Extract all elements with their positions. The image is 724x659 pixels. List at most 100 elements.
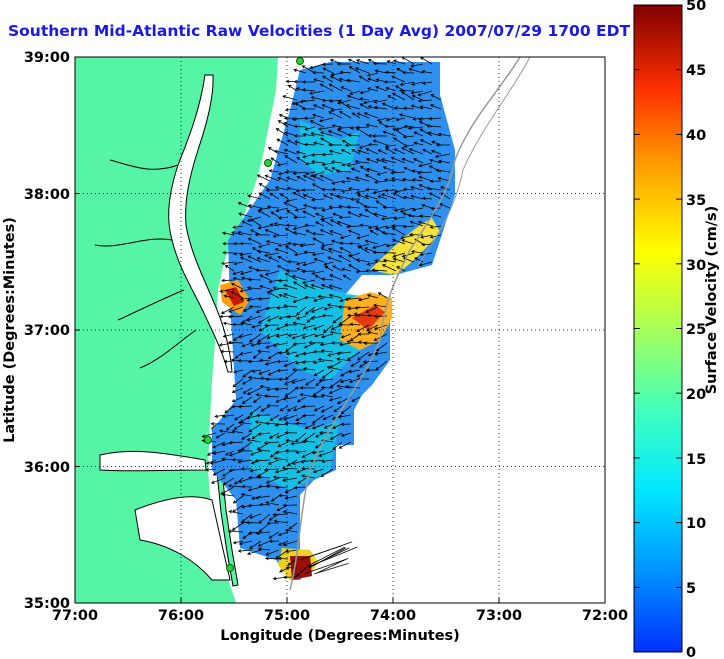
velocity-arrow <box>354 159 370 164</box>
velocity-arrow <box>292 297 307 303</box>
velocity-arrow <box>294 207 307 212</box>
velocity-arrow <box>322 194 334 200</box>
velocity-arrow <box>359 223 370 227</box>
velocity-arrow <box>399 81 415 87</box>
velocity-arrow <box>311 252 325 257</box>
velocity-arrow <box>268 256 280 263</box>
velocity-arrow <box>313 405 325 412</box>
velocity-arrow <box>227 340 244 345</box>
velocity-arrow <box>301 269 316 274</box>
x-tick-label: 72:00 <box>582 608 628 624</box>
velocity-arrow <box>230 282 244 290</box>
velocity-arrow <box>337 414 352 419</box>
velocity-arrow <box>239 241 253 246</box>
velocity-arrow <box>293 281 307 290</box>
velocity-arrow <box>312 360 325 365</box>
velocity-arrow <box>292 225 307 231</box>
velocity-arrow <box>417 90 433 97</box>
velocity-arrow <box>248 304 262 309</box>
velocity-arrow <box>365 306 379 313</box>
velocity-arrow <box>395 117 406 122</box>
velocity-arrow <box>319 342 334 347</box>
velocity-arrow <box>418 261 433 267</box>
velocity-arrow <box>350 167 361 173</box>
velocity-arrow <box>364 239 379 245</box>
velocity-arrow <box>277 176 289 182</box>
velocity-arrow <box>371 134 388 138</box>
velocity-arrow <box>430 94 442 101</box>
velocity-arrow <box>346 94 361 101</box>
velocity-arrow <box>237 549 253 553</box>
velocity-arrow <box>257 547 271 551</box>
velocity-arrow <box>299 99 316 104</box>
velocity-arrow <box>429 234 442 239</box>
velocity-arrow <box>353 312 370 317</box>
velocity-arrow <box>254 459 271 463</box>
velocity-arrow <box>231 404 244 409</box>
velocity-arrow <box>367 330 379 335</box>
velocity-arrow <box>313 324 325 330</box>
velocity-arrow <box>390 177 406 182</box>
velocity-arrow <box>221 261 235 266</box>
velocity-arrow <box>377 292 388 299</box>
velocity-arrow <box>333 405 343 413</box>
velocity-arrow <box>373 105 388 110</box>
velocity-arrow <box>233 423 244 430</box>
velocity-arrow <box>263 323 280 328</box>
velocity-arrow <box>317 294 334 299</box>
velocity-arrow <box>373 99 388 104</box>
velocity-arrow <box>320 349 334 353</box>
velocity-lighter-zone <box>250 120 380 490</box>
velocity-arrow <box>410 104 424 110</box>
velocity-arrow <box>356 193 370 200</box>
velocity-arrow <box>231 522 244 531</box>
velocity-arrow <box>419 234 433 239</box>
velocity-arrow <box>429 104 442 110</box>
velocity-arrow <box>277 556 289 561</box>
velocity-arrow <box>417 99 433 103</box>
velocity-arrow <box>338 111 352 119</box>
y-tick-label: 38:00 <box>24 187 70 203</box>
velocity-arrow <box>319 83 334 92</box>
velocity-arrow <box>365 148 379 155</box>
velocity-arrow <box>320 247 334 254</box>
velocity-arrow <box>228 468 244 473</box>
velocity-arrow <box>382 166 397 173</box>
velocity-arrow <box>291 333 307 340</box>
velocity-arrow <box>322 414 334 421</box>
velocity-arrow <box>287 333 298 338</box>
velocity-arrow <box>241 378 253 385</box>
velocity-arrow <box>329 330 343 335</box>
velocity-arrow <box>341 180 352 184</box>
velocity-arrow <box>347 306 361 311</box>
velocity-arrow <box>237 459 253 464</box>
velocity-arrow <box>305 559 346 574</box>
velocity-arrow <box>419 128 433 137</box>
velocity-arrow <box>355 127 370 137</box>
velocity-arrow <box>285 438 298 443</box>
velocity-arrow <box>301 107 316 111</box>
velocity-arrow <box>314 212 325 218</box>
velocity-arrow <box>274 387 289 392</box>
velocity-arrow <box>238 477 253 483</box>
velocity-arrow <box>392 59 406 65</box>
velocity-arrow <box>302 351 316 356</box>
velocity-arrow <box>257 225 271 230</box>
velocity-arrow <box>403 187 415 192</box>
x-tick-label: 77:00 <box>52 608 98 624</box>
velocity-arrow <box>291 378 307 384</box>
velocity-arrow <box>356 324 370 332</box>
velocity-arrow <box>242 369 253 378</box>
velocity-arrow <box>413 158 424 164</box>
velocity-arrow <box>220 349 235 354</box>
velocity-arrow <box>272 512 289 517</box>
velocity-arrow <box>291 117 307 122</box>
velocity-arrow <box>263 467 280 472</box>
velocity-arrow <box>237 404 253 409</box>
velocity-arrow <box>277 278 289 283</box>
velocity-arrow <box>309 547 346 569</box>
velocity-arrow <box>340 422 352 427</box>
x-axis-label: Longitude (Degrees:Minutes) <box>220 628 460 644</box>
velocity-arrow <box>393 207 406 212</box>
velocity-arrow <box>215 432 226 439</box>
